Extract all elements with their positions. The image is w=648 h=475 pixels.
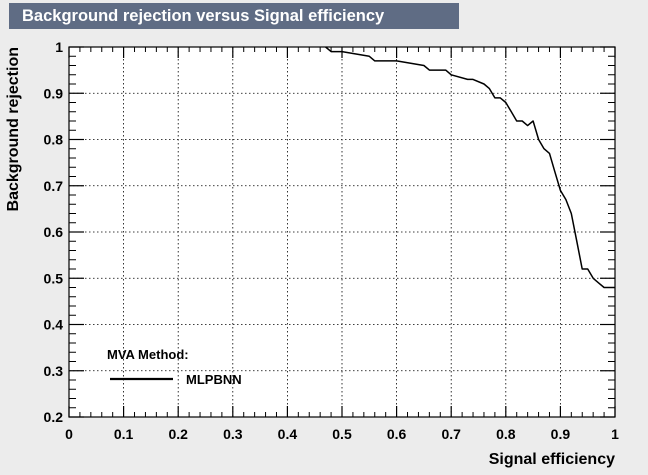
y-tick-label: 0.2 xyxy=(44,409,64,425)
y-tick-label: 0.8 xyxy=(44,132,64,148)
y-tick-label: 0.7 xyxy=(44,178,64,194)
legend: MVA Method: MLPBNN xyxy=(107,347,242,387)
y-tick-label: 0.9 xyxy=(44,85,64,101)
x-tick-label: 0.4 xyxy=(278,426,298,442)
x-tick-label: 0.6 xyxy=(387,426,407,442)
x-tick-label: 0.9 xyxy=(551,426,571,442)
series-line-mlpbnn xyxy=(325,46,615,289)
y-tick-label: 0.5 xyxy=(44,270,64,286)
x-tick-label: 0.3 xyxy=(223,426,243,442)
legend-header: MVA Method: xyxy=(107,347,189,362)
series-layer xyxy=(325,46,615,289)
x-tick-label: 1 xyxy=(611,426,619,442)
y-tick-label: 1 xyxy=(55,39,63,55)
x-tick-label: 0 xyxy=(65,426,73,442)
chart-title: Background rejection versus Signal effic… xyxy=(9,3,459,29)
x-axis-label: Signal efficiency xyxy=(489,451,615,468)
x-tick-label: 0.5 xyxy=(332,426,352,442)
y-axis-label: Background rejection xyxy=(5,47,22,211)
x-tick-label: 0.7 xyxy=(441,426,461,442)
legend-label-mlpbnn: MLPBNN xyxy=(186,372,242,387)
x-tick-label: 0.1 xyxy=(114,426,134,442)
y-tick-label: 0.6 xyxy=(44,224,64,240)
axis-ticks xyxy=(68,46,616,418)
y-tick-label: 0.4 xyxy=(44,317,64,333)
tick-labels: 0 0.1 0.2 0.3 0.4 0.5 0.6 0.7 0.8 0.9 1 0.2 0.3 0.4 0.… xyxy=(44,39,620,442)
x-tick-label: 0.8 xyxy=(496,426,516,442)
x-tick-label: 0.2 xyxy=(168,426,188,442)
grid-lines xyxy=(69,47,615,417)
y-tick-label: 0.3 xyxy=(44,363,64,379)
